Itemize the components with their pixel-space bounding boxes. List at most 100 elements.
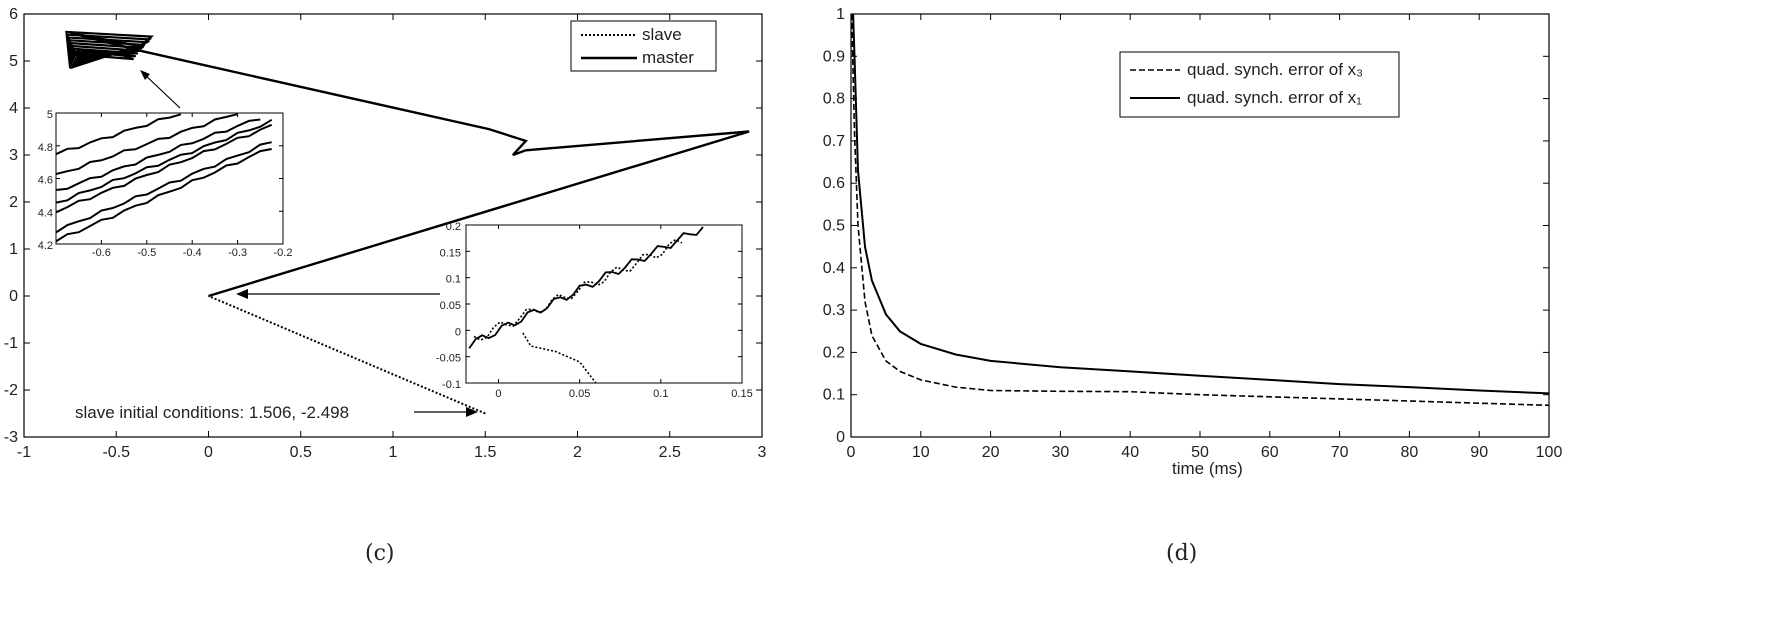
- panel-c-ytick-label: 5: [9, 53, 18, 70]
- panel-c-xtick-label: 1: [389, 444, 398, 461]
- panel-c-legend: slave master: [570, 20, 717, 72]
- panel-c-chart: -1 -0.5 0 0.5 1 1.5 2 2.5 3 -3 -2 -1 0 1 2 3 4 5 6 slave …: [4, 6, 767, 566]
- panel-d-ytick-label: 0.3: [823, 302, 845, 319]
- legend-x3: quad. synch. error of x₃: [1187, 60, 1363, 79]
- initial-conditions-annotation: slave initial conditions: 1.506, -2.498: [75, 403, 349, 422]
- inset-attractor-ytick-label: 4.4: [38, 207, 53, 219]
- inset-origin-ytick-label: 0.15: [440, 247, 461, 259]
- inset-origin-xtick-label: 0: [495, 388, 501, 400]
- inset-origin-xtick-label: 0.05: [569, 388, 590, 400]
- panel-c-ytick-label: 3: [9, 147, 18, 164]
- inset-origin-xtick-label: 0.15: [731, 388, 752, 400]
- panel-c-y-ticks: -3 -2 -1 0 1 2 3 4 5 6: [4, 6, 762, 446]
- inset-origin-ytick-label: 0.05: [440, 300, 461, 312]
- panel-d-ytick-label: 0.5: [823, 218, 845, 235]
- panel-c-xtick-label: 2: [573, 444, 582, 461]
- panel-d-ytick-label: 0.2: [823, 344, 845, 361]
- panel-c-ytick-label: 6: [9, 6, 18, 23]
- legend-master: master: [642, 48, 694, 67]
- panel-c-xtick-label: 0.5: [290, 444, 312, 461]
- panel-c-ytick-label: -1: [4, 335, 18, 352]
- inset-attractor-xtick-label: -0.3: [228, 247, 247, 259]
- panel-d-x-ticks: 0 10 20 30 40 50 60 70 80 90 100: [847, 14, 1563, 461]
- panel-d-xtick-label: 20: [982, 444, 1000, 461]
- panel-d-ytick-label: 0.7: [823, 133, 845, 150]
- inset-origin-ytick-label: -0.05: [436, 353, 461, 365]
- inset-attractor-ytick-label: 4.8: [38, 142, 53, 154]
- arrow-to-initial-condition: [414, 407, 478, 417]
- inset-attractor-xtick-label: -0.5: [137, 247, 156, 259]
- inset-attractor-line: [55, 123, 273, 214]
- panel-d-ytick-label: 0.6: [823, 175, 845, 192]
- inset-attractor-ytick-label: 5: [47, 109, 53, 121]
- inset-origin-master-line: [468, 226, 704, 349]
- panel-d-xtick-label: 60: [1261, 444, 1279, 461]
- panel-d-ytick-label: 1: [836, 6, 845, 23]
- inset-origin-xtick-label: 0.1: [653, 388, 668, 400]
- panel-d-legend: quad. synch. error of x₃ quad. synch. er…: [1119, 51, 1400, 118]
- inset-attractor-ytick-label: 4.6: [38, 175, 53, 187]
- master-attractor-loops: [65, 30, 155, 70]
- panel-d-xtick-label: 10: [912, 444, 930, 461]
- panel-d-ytick-label: 0: [836, 429, 845, 446]
- inset-attractor-lines: [55, 113, 273, 243]
- inset-origin-x-ticks: 0 0.05 0.1 0.15: [495, 225, 753, 400]
- master-series-line: [69, 31, 750, 298]
- panel-d-ytick-label: 0.8: [823, 91, 845, 108]
- panel-c-x-ticks: -1 -0.5 0 0.5 1 1.5 2 2.5 3: [17, 14, 767, 461]
- inset-origin-slave-line: [473, 238, 683, 341]
- arrow-to-attractor-inset: [140, 70, 181, 109]
- series-x1-line: [852, 13, 1550, 395]
- attractor-loop: [73, 48, 134, 61]
- panel-c-ytick-label: 1: [9, 241, 18, 258]
- panel-d-ytick-label: 0.9: [823, 48, 845, 65]
- panel-c-xtick-label: -1: [17, 444, 31, 461]
- inset-attractor-x-ticks: -0.6 -0.5 -0.4 -0.3 -0.2: [92, 113, 293, 259]
- inset-attractor-line: [55, 118, 273, 204]
- inset-attractor-line: [55, 113, 182, 156]
- inset-attractor-line: [55, 113, 238, 175]
- panel-c-xtick-label: 2.5: [659, 444, 681, 461]
- inset-origin-zoom: 0 0.05 0.1 0.15 -0.1 -0.05 0 0.05 0.1 0.15 0.2: [436, 221, 753, 400]
- inset-attractor-line: [55, 148, 272, 243]
- panel-d-ytick-label: 0.1: [823, 387, 845, 404]
- legend-slave: slave: [642, 25, 682, 44]
- panel-c-ytick-label: -2: [4, 382, 18, 399]
- panel-d-ytick-label: 0.4: [823, 260, 845, 277]
- inset-origin-y-ticks: -0.1 -0.05 0 0.05 0.1 0.15 0.2: [436, 221, 742, 391]
- panel-c-ytick-label: 2: [9, 194, 18, 211]
- panel-c-xtick-label: 0: [204, 444, 213, 461]
- inset-origin-slave-tail: [522, 332, 597, 384]
- legend-x1: quad. synch. error of x₁: [1187, 88, 1362, 107]
- panel-d-xlabel: time (ms): [1172, 459, 1243, 478]
- inset-attractor-ytick-label: 4.2: [38, 240, 53, 252]
- inset-attractor-y-ticks: 4.2 4.4 4.6 4.8 5: [38, 109, 283, 252]
- panel-c-xtick-label: 3: [758, 444, 767, 461]
- panel-d-xtick-label: 0: [847, 444, 856, 461]
- panel-d-chart: 0 10 20 30 40 50 60 70 80 90 100 00.10.20.30.40.50…: [823, 6, 1563, 566]
- panel-d-xtick-label: 100: [1536, 444, 1563, 461]
- panel-d-xtick-label: 80: [1401, 444, 1419, 461]
- inset-attractor-xtick-label: -0.2: [274, 247, 293, 259]
- inset-origin-ytick-label: 0.2: [446, 221, 461, 233]
- panel-d-xtick-label: 30: [1052, 444, 1070, 461]
- panel-c-xtick-label: -0.5: [102, 444, 130, 461]
- inset-origin-ytick-label: 0.1: [446, 274, 461, 286]
- panel-c-xtick-label: 1.5: [474, 444, 496, 461]
- arrow-to-origin: [236, 289, 440, 299]
- inset-origin-ytick-label: 0: [455, 326, 461, 338]
- panel-c-ytick-label: 4: [9, 100, 18, 117]
- panel-c-ytick-label: -3: [4, 429, 18, 446]
- panel-d-xtick-label: 70: [1331, 444, 1349, 461]
- panel-d-xtick-label: 90: [1470, 444, 1488, 461]
- inset-attractor-zoom: -0.6 -0.5 -0.4 -0.3 -0.2 4.2 4.4 4.6 4.8 5: [38, 109, 293, 259]
- panel-d-xtick-label: 40: [1121, 444, 1139, 461]
- panel-c-caption: (c): [365, 541, 395, 566]
- inset-origin-ytick-label: -0.1: [442, 379, 461, 391]
- panel-c-ytick-label: 0: [9, 288, 18, 305]
- inset-attractor-xtick-label: -0.6: [92, 247, 111, 259]
- panel-d-caption: (d): [1166, 541, 1197, 566]
- panel-d-y-ticks: 0 0.1 0.2 0.3 0.4 0.5 0.6 0.7 0.8 0.9 1: [823, 6, 1549, 446]
- inset-origin-lines: [468, 226, 704, 384]
